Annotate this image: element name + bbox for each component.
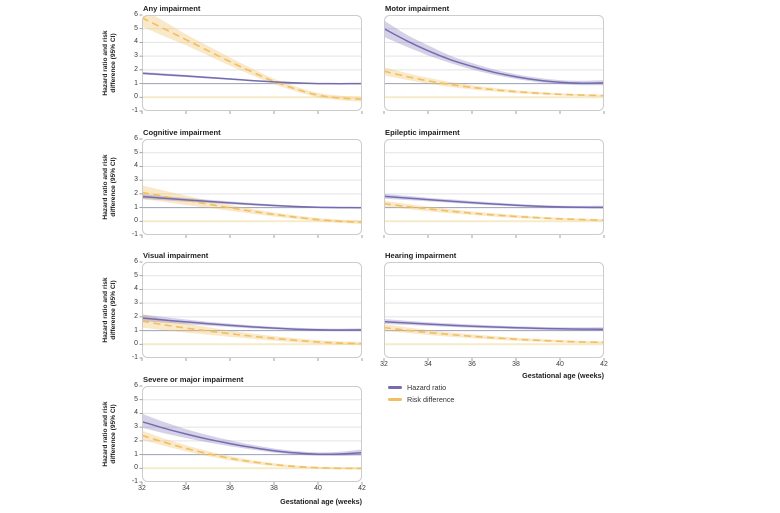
panel-title: Severe or major impairment [143, 375, 244, 384]
x-axis-label-left-column: Gestational age (weeks) [280, 497, 362, 506]
y-tick-label: 5 [134, 24, 138, 32]
y-tick-label: 3 [134, 299, 138, 307]
panel-motor-impairment: Motor impairment [383, 4, 605, 114]
y-tick-label: 2 [134, 65, 138, 73]
y-tick-label: 4 [134, 38, 138, 46]
y-tick-label: 5 [134, 395, 138, 403]
y-axis-label: Hazard ratio and risk difference (95% CI… [102, 401, 118, 467]
y-tick-label: 4 [134, 409, 138, 417]
y-tick-label: 0 [134, 217, 138, 225]
x-tick-label: 38 [270, 485, 278, 492]
y-tick-label: 2 [134, 436, 138, 444]
legend-label: Risk difference [407, 395, 455, 404]
plot-area [383, 139, 605, 238]
x-tick-label: 36 [226, 485, 234, 492]
y-tick-label: 4 [134, 162, 138, 170]
plot-area [139, 14, 363, 114]
y-tick-label: 1 [134, 79, 138, 87]
y-tick-label: -1 [131, 478, 138, 485]
y-tick-label: -1 [131, 107, 138, 114]
y-axis-label: Hazard ratio and risk difference (95% CI… [102, 154, 118, 220]
y-axis-label: Hazard ratio and risk difference (95% CI… [102, 277, 118, 343]
y-tick-label: 6 [134, 382, 138, 389]
y-tick-label: 1 [134, 326, 138, 334]
panel-severe-or-major-impairment: Severe or major impairment 6 5 4 3 2 1 0 -1 Haza… [102, 375, 366, 492]
y-tick-label: 4 [134, 285, 138, 293]
x-axis-label-right-column: Gestational age (weeks) [522, 371, 604, 380]
y-tick-label: 3 [134, 176, 138, 184]
y-tick-label: 6 [134, 135, 138, 142]
y-tick-label: 6 [134, 11, 138, 18]
y-tick-label: 5 [134, 148, 138, 156]
plot-area [139, 138, 363, 238]
panel-cognitive-impairment: Cognitive impairment 6 5 4 3 2 1 0 -1 Hazard rat… [102, 128, 363, 238]
y-tick-label: -1 [131, 231, 138, 238]
x-tick-label: 34 [182, 485, 190, 492]
y-axis-label: Hazard ratio and risk difference (95% CI… [102, 30, 118, 96]
x-tick-label: 40 [314, 485, 322, 492]
plot-area [383, 262, 605, 361]
x-tick-label: 42 [600, 361, 608, 368]
panel-epileptic-impairment: Epileptic impairment [383, 128, 605, 238]
panel-title: Hearing impairment [385, 251, 457, 260]
y-tick-label: 0 [134, 464, 138, 472]
hazard-ratio-swatch-icon [388, 386, 402, 389]
y-tick-label: 1 [134, 203, 138, 211]
plot-area [139, 261, 363, 361]
y-tick-label: 2 [134, 312, 138, 320]
x-tick-label: 40 [556, 361, 564, 368]
panel-title: Visual impairment [143, 251, 209, 260]
x-tick-label: 32 [380, 361, 388, 368]
plot-area [383, 15, 605, 114]
panel-hearing-impairment: Hearing impairment 32 34 36 38 40 42 [380, 251, 608, 368]
plot-area [139, 385, 363, 485]
legend-label: Hazard ratio [407, 383, 447, 392]
y-tick-label: 6 [134, 258, 138, 265]
panel-title: Motor impairment [385, 4, 450, 13]
panel-visual-impairment: Visual impairment 6 5 4 3 2 1 0 -1 Hazard ratio … [102, 251, 363, 361]
x-tick-label: 32 [138, 485, 146, 492]
y-tick-label: 0 [134, 340, 138, 348]
x-tick-label: 38 [512, 361, 520, 368]
x-tick-label: 36 [468, 361, 476, 368]
legend-item-hazard-ratio: Hazard ratio [388, 383, 454, 392]
x-tick-label: 42 [358, 485, 366, 492]
legend-item-risk-difference: Risk difference [388, 395, 454, 404]
panel-title: Cognitive impairment [143, 128, 221, 137]
y-tick-label: 5 [134, 271, 138, 279]
panel-title: Any impairment [143, 4, 201, 13]
y-tick-label: 2 [134, 189, 138, 197]
y-tick-label: 3 [134, 52, 138, 60]
y-tick-label: -1 [131, 354, 138, 361]
panel-any-impairment: Any impairment 6 5 4 3 2 1 0 -1 Hazard ratio and… [102, 4, 363, 114]
legend: Hazard ratio Risk difference [388, 383, 454, 404]
y-tick-label: 1 [134, 450, 138, 458]
y-tick-label: 0 [134, 93, 138, 101]
panel-title: Epileptic impairment [385, 128, 460, 137]
x-tick-label: 34 [424, 361, 432, 368]
risk-difference-swatch-icon [388, 398, 402, 401]
y-tick-label: 3 [134, 423, 138, 431]
